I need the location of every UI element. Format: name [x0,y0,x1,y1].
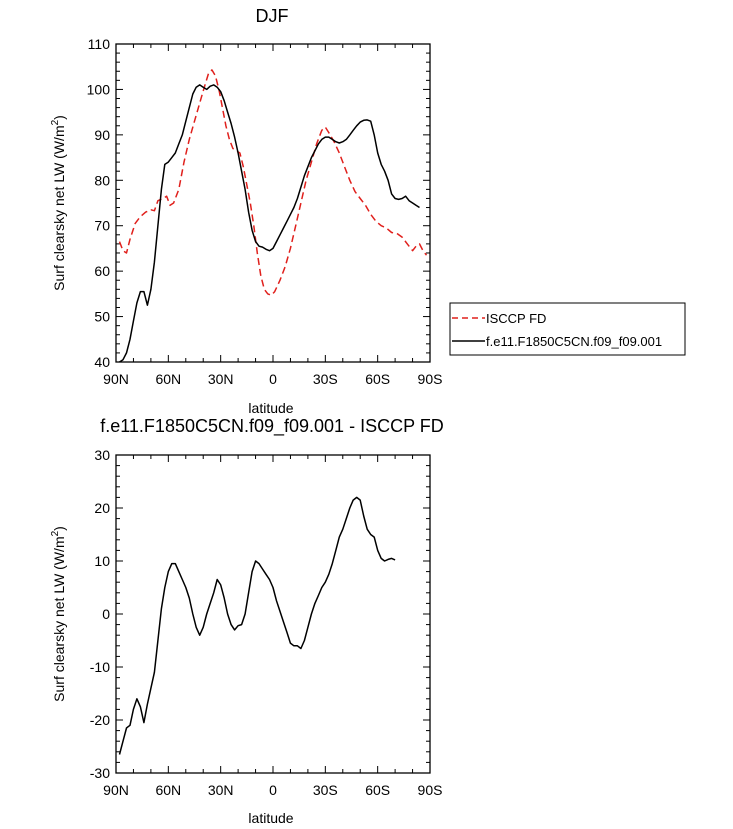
series-lines [118,496,396,755]
x-tick-label: 60S [365,782,390,798]
y-tick-label: -30 [90,765,110,781]
x-tick-label: 90S [418,371,443,387]
y-ticks: -30 -20 -10 0 10 20 30 [90,447,430,781]
legend: ISCCP FD f.e11.F1850C5CN.f09_f09.001 [449,302,686,356]
y-ticks: 40 50 60 70 80 90 100 110 [87,36,430,370]
legend-label-isccp: ISCCP FD [486,311,546,326]
y-tick-label: -20 [90,712,110,728]
y-axis-label: Surf clearsky net LW (W/m2) [50,115,67,291]
y-tick-label: -10 [90,659,110,675]
series-line-f-e11-f1850c5cn-f09-f09-001 [119,84,420,363]
plot-frame [115,43,431,363]
x-tick-label: 0 [269,371,277,387]
x-tick-label: 60N [155,782,181,798]
y-tick-label: 70 [94,218,110,234]
y-tick-label: 0 [102,606,110,622]
series-lines [118,69,428,363]
y-tick-label: 110 [88,36,111,52]
plot-frame [115,454,431,774]
y-tick-label: 20 [94,500,110,516]
y-tick-label: 10 [94,553,110,569]
y-tick-label: 60 [94,263,110,279]
x-tick-label: 60S [365,371,390,387]
x-tick-label: 30N [208,371,234,387]
chart-title: DJF [256,6,289,26]
y-axis-label-end: ) [51,115,67,120]
x-tick-label: 90S [418,782,443,798]
y-axis-label-end: ) [51,526,67,531]
x-tick-label: 30S [313,371,338,387]
x-tick-label: 60N [155,371,181,387]
x-axis-label: latitude [248,400,293,416]
y-tick-label: 50 [94,309,110,325]
x-axis-label: latitude [248,810,293,826]
chart-difference: f.e11.F1850C5CN.f09_f09.001 - ISCCP FD 9… [50,416,444,826]
y-tick-label: 30 [94,447,110,463]
series-line-difference [118,496,396,755]
y-axis-label-main: Surf clearsky net LW (W/m [51,125,67,290]
x-tick-label: 0 [269,782,277,798]
y-axis-label-sup: 2 [50,530,61,536]
chart-djf: DJF 90N 60N 30N 0 30S 60S 90S 40 50 60 70 80 90 100 1… [50,6,686,416]
y-tick-label: 80 [94,172,110,188]
y-axis-label-sup: 2 [50,119,61,125]
y-tick-label: 100 [87,81,111,97]
x-tick-label: 90N [103,371,129,387]
chart-title: f.e11.F1850C5CN.f09_f09.001 - ISCCP FD [100,416,444,437]
x-tick-label: 30N [208,782,234,798]
legend-box [449,302,686,356]
y-tick-label: 90 [94,127,110,143]
y-tick-label: 40 [94,354,110,370]
legend-label-model: f.e11.F1850C5CN.f09_f09.001 [486,334,662,349]
y-axis-label-main: Surf clearsky net LW (W/m [51,536,67,701]
x-tick-label: 30S [313,782,338,798]
x-ticks: 90N 60N 30N 0 30S 60S 90S [103,455,442,798]
series-line-isccp-fd [118,69,428,296]
x-ticks: 90N 60N 30N 0 30S 60S 90S [103,44,442,387]
x-tick-label: 90N [103,782,129,798]
y-axis-label: Surf clearsky net LW (W/m2) [50,526,67,702]
